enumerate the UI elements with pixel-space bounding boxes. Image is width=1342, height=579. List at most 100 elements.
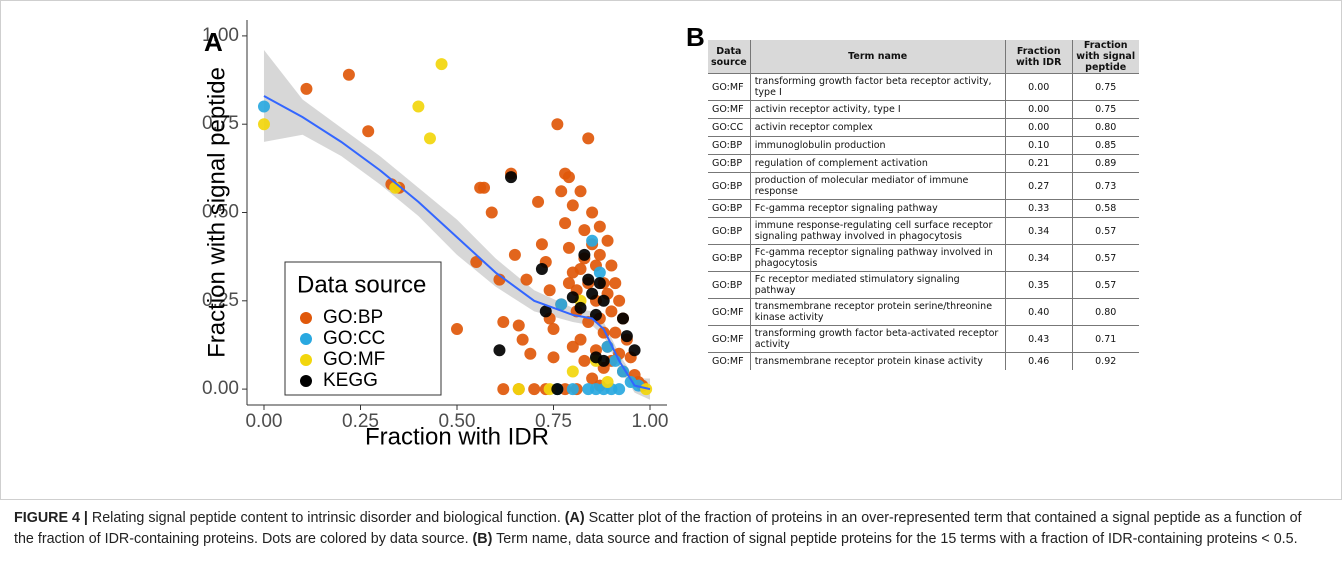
trend-line — [263, 95, 651, 391]
point — [532, 195, 545, 208]
point — [300, 82, 313, 95]
point — [562, 171, 575, 184]
caption-text: Relating signal peptide content to intri… — [91, 510, 565, 526]
point — [512, 319, 525, 332]
point — [497, 315, 510, 328]
point — [543, 284, 556, 297]
point — [582, 273, 595, 286]
table-cell: 0.57 — [1072, 244, 1139, 272]
legend-marker — [300, 312, 312, 324]
point — [593, 266, 606, 279]
point — [547, 323, 560, 336]
panel-label: B — [686, 22, 705, 52]
table-cell: GO:BP — [708, 154, 751, 173]
table-cell: 0.71 — [1072, 325, 1139, 353]
x-tick-label: 0.00 — [245, 411, 282, 432]
term-table: Data source Term name Fraction with IDR Fra… — [708, 40, 1139, 370]
table-cell: 0.58 — [1072, 199, 1139, 218]
point — [566, 365, 579, 378]
y-tick-label: 1.00 — [202, 25, 239, 46]
point — [485, 206, 498, 219]
table-cell: Fc-gamma receptor signaling pathway — [750, 199, 1006, 218]
point — [451, 323, 463, 336]
point — [593, 277, 606, 290]
table-cell: 0.35 — [1005, 271, 1073, 299]
point — [620, 330, 633, 343]
point — [362, 125, 375, 138]
point — [566, 340, 579, 353]
table-cell: 0.57 — [1072, 271, 1139, 299]
table-cell: GO:BP — [708, 244, 751, 272]
point — [516, 333, 529, 346]
point — [593, 220, 606, 233]
x-tick-label: 1.00 — [632, 411, 669, 432]
point — [528, 383, 541, 396]
y-tick-label: 0.50 — [202, 202, 239, 223]
point — [520, 273, 533, 286]
point — [257, 100, 270, 113]
legend-title: Data source — [297, 271, 426, 298]
table-cell: regulation of complement activation — [750, 154, 1006, 173]
caption-text: (A) — [564, 510, 585, 526]
table-row: GO:BP regulation of complement activation… — [708, 154, 1139, 173]
table-row: GO:BP production of molecular mediator of… — [708, 172, 1139, 200]
table-cell: 0.21 — [1005, 154, 1073, 173]
point — [555, 185, 568, 198]
table-cell: 0.75 — [1072, 100, 1139, 119]
table-cell: 0.89 — [1072, 154, 1139, 173]
point — [574, 263, 587, 276]
table-cell: GO:BP — [708, 199, 751, 218]
table-cell: 0.57 — [1072, 217, 1139, 245]
table-cell: 0.92 — [1072, 352, 1139, 370]
point — [435, 58, 448, 71]
table-cell: GO:CC — [708, 118, 751, 137]
point — [562, 277, 575, 290]
point — [423, 132, 436, 145]
point — [605, 259, 618, 272]
table-row: GO:BP Fc-gamma receptor signaling pathway… — [708, 244, 1139, 272]
legend-box — [284, 261, 442, 396]
point — [257, 118, 270, 131]
table-cell: Fc-gamma receptor signaling pathway invo… — [750, 244, 1006, 272]
point — [574, 333, 587, 346]
y-tick-label: 0.25 — [202, 290, 239, 311]
point — [512, 383, 525, 396]
x-axis-label: Fraction with IDR — [365, 423, 549, 450]
y-tick-label: 0.75 — [202, 113, 239, 134]
point — [342, 68, 355, 81]
table-row: GO:BP immune response-regulating cell sur… — [708, 217, 1139, 245]
point — [597, 354, 610, 367]
point — [586, 287, 599, 300]
table-cell: GO:MF — [708, 100, 751, 119]
y-axis-label: Fraction with signal peptide — [203, 67, 230, 358]
table-cell: GO:BP — [708, 271, 751, 299]
table-cell: GO:MF — [708, 352, 751, 370]
point — [613, 383, 626, 396]
table-header: Data source Term name Fraction with IDR Fra… — [708, 40, 1139, 74]
legend-marker — [300, 333, 312, 345]
point — [566, 199, 579, 212]
point — [566, 291, 579, 304]
point — [566, 383, 579, 396]
table-cell: GO:BP — [708, 136, 751, 155]
table-body: GO:MF transforming growth factor beta rec… — [708, 73, 1139, 370]
point — [578, 248, 591, 261]
table-cell: 0.34 — [1005, 244, 1073, 272]
table-cell: immune response-regulating cell surface … — [750, 217, 1006, 245]
point — [628, 344, 641, 357]
table-cell: GO:BP — [708, 172, 751, 200]
table-cell: GO:MF — [708, 298, 751, 326]
point — [535, 238, 548, 251]
caption-text: Term name, data source and fraction of s… — [492, 531, 1298, 547]
point — [613, 294, 626, 307]
point — [551, 383, 564, 396]
legend-label: GO:BP — [323, 307, 383, 328]
header-cell: Term name — [750, 40, 1006, 74]
table-cell: GO:MF — [708, 325, 751, 353]
table-cell: transmembrane receptor protein serine/th… — [750, 298, 1006, 326]
table-cell: GO:BP — [708, 217, 751, 245]
table-row: GO:MF transforming growth factor beta-act… — [708, 325, 1139, 353]
point — [574, 185, 587, 198]
